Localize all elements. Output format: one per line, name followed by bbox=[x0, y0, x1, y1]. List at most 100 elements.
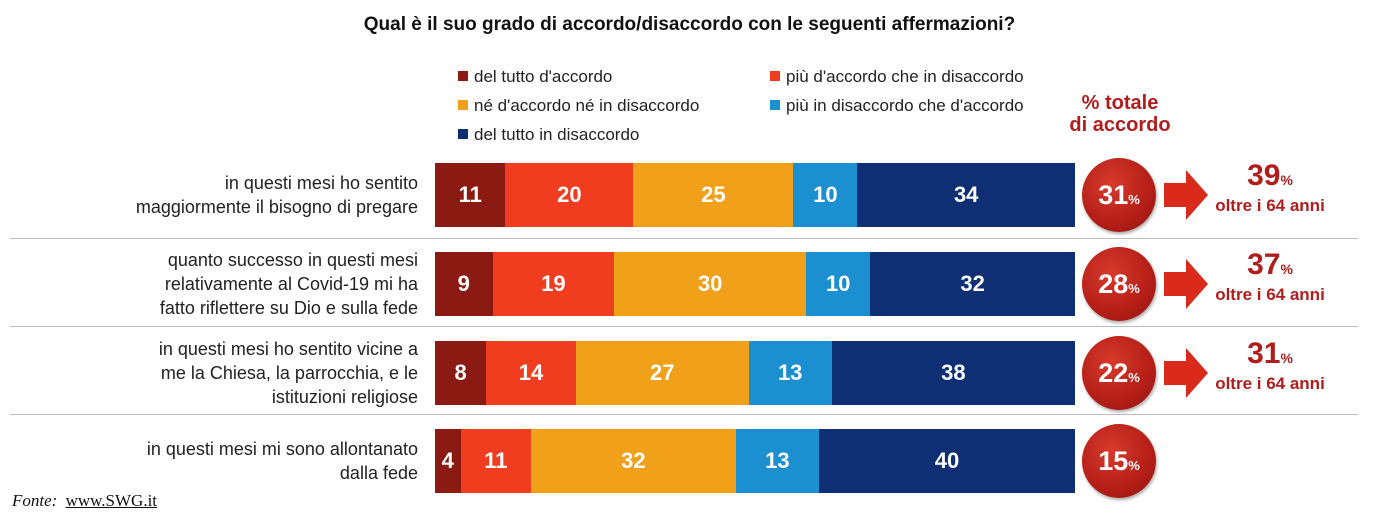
bar-value-label: 13 bbox=[777, 360, 803, 385]
total-agreement-badge: 15% bbox=[1082, 424, 1156, 498]
bar-segment: 20 bbox=[505, 163, 634, 227]
legend-item: del tutto in disaccordo bbox=[458, 124, 639, 146]
bar-value-label: 19 bbox=[541, 271, 566, 296]
legend-label: più d'accordo che in disaccordo bbox=[786, 67, 1024, 86]
category-label-line: in questi mesi ho sentito bbox=[224, 173, 418, 193]
percent-sign: % bbox=[1128, 191, 1140, 207]
legend-label: del tutto d'accordo bbox=[474, 67, 613, 86]
bar-segment: 10 bbox=[793, 163, 858, 227]
over-64-number: 31 bbox=[1247, 337, 1281, 370]
category-label-line: dalla fede bbox=[339, 463, 418, 483]
arrow-right-icon bbox=[1164, 170, 1208, 220]
chart-title: Qual è il suo grado di accordo/disaccord… bbox=[363, 14, 1016, 35]
percent-sign: % bbox=[1128, 280, 1140, 296]
category-label: in questi mesi ho sentito maggiormente il… bbox=[20, 171, 418, 219]
over-64-value: 37% bbox=[1195, 248, 1345, 282]
row-separator bbox=[10, 414, 1358, 415]
bar-segment: 19 bbox=[492, 252, 615, 316]
bar-segment: 27 bbox=[575, 341, 749, 405]
total-agreement-value: 31 bbox=[1098, 179, 1129, 210]
bar-value-label: 4 bbox=[441, 448, 454, 473]
percent-sign: % bbox=[1280, 350, 1293, 366]
total-agreement-value: 22 bbox=[1098, 357, 1129, 388]
over-64-label: oltre i 64 anni bbox=[1215, 285, 1325, 304]
bar-value-label: 40 bbox=[934, 448, 960, 473]
bar-value-label: 30 bbox=[697, 271, 723, 296]
bar-segment: 10 bbox=[806, 252, 871, 316]
total-agreement-header: % totale di accordo bbox=[1050, 92, 1190, 136]
bar-segment: 13 bbox=[748, 341, 832, 405]
over-64-number: 39 bbox=[1247, 159, 1281, 192]
legend-swatch bbox=[458, 100, 468, 110]
arrow-right-icon bbox=[1164, 259, 1208, 309]
legend-label: né d'accordo né in disaccordo bbox=[474, 96, 700, 115]
bar-value-label: 13 bbox=[765, 448, 790, 473]
over-64-value: 31% bbox=[1195, 337, 1345, 371]
category-label-line: maggiormente il bisogno di pregare bbox=[135, 197, 418, 217]
bar-segment: 25 bbox=[633, 163, 794, 227]
bar-value-label: 8 bbox=[454, 360, 467, 385]
percent-sign: % bbox=[1280, 172, 1293, 188]
over-64-label: oltre i 64 anni bbox=[1215, 374, 1325, 393]
legend-item: del tutto d'accordo bbox=[458, 66, 612, 88]
source-label: Fonte: bbox=[12, 491, 58, 510]
bar-value-label: 10 bbox=[813, 182, 838, 207]
bar-value-label: 9 bbox=[457, 271, 470, 296]
category-label-line: relativamente al Covid-19 mi ha bbox=[164, 274, 418, 294]
bar-segment: 8 bbox=[435, 341, 487, 405]
legend-item: più d'accordo che in disaccordo bbox=[770, 66, 1024, 88]
bar-segment: 11 bbox=[460, 429, 531, 493]
bar-value-label: 25 bbox=[701, 182, 726, 207]
over-64-value: 39% bbox=[1195, 159, 1345, 193]
arrow-right-icon bbox=[1164, 348, 1208, 398]
row-separator bbox=[10, 238, 1358, 239]
total-agreement-badge: 22% bbox=[1082, 336, 1156, 410]
source-link[interactable]: www.SWG.it bbox=[65, 491, 158, 510]
bar-value-label: 34 bbox=[953, 182, 979, 207]
legend-item: né d'accordo né in disaccordo bbox=[458, 95, 699, 117]
category-label: in questi mesi ho sentito vicine a me la … bbox=[20, 337, 418, 409]
category-label: quanto successo in questi mesi relativame… bbox=[20, 248, 418, 320]
bar-value-label: 32 bbox=[621, 448, 646, 473]
total-agreement-header-line-1: % totale bbox=[1081, 92, 1159, 114]
legend-swatch bbox=[770, 71, 780, 81]
bar-segment: 9 bbox=[435, 252, 493, 316]
bar-segment: 32 bbox=[870, 252, 1075, 316]
percent-sign: % bbox=[1128, 457, 1140, 473]
bar-segment: 38 bbox=[831, 341, 1075, 405]
bar-value-label: 32 bbox=[960, 271, 985, 296]
bar-value-label: 14 bbox=[518, 360, 544, 385]
bar-segment: 34 bbox=[857, 163, 1075, 227]
bar-segment: 40 bbox=[819, 429, 1075, 493]
over-64-label: oltre i 64 anni bbox=[1215, 196, 1325, 215]
bar-segment: 30 bbox=[614, 252, 807, 316]
bar-value-label: 38 bbox=[941, 360, 966, 385]
percent-sign: % bbox=[1280, 261, 1293, 277]
bar-value-label: 27 bbox=[649, 360, 675, 385]
row-separator bbox=[10, 326, 1358, 327]
category-label: in questi mesi mi sono allontanato dalla … bbox=[20, 437, 418, 485]
total-agreement-badge: 28% bbox=[1082, 247, 1156, 321]
legend-label: più in disaccordo che d'accordo bbox=[786, 96, 1024, 115]
bar-segment: 32 bbox=[531, 429, 736, 493]
category-label-line: quanto successo in questi mesi bbox=[167, 250, 418, 270]
legend-label: del tutto in disaccordo bbox=[474, 125, 640, 144]
bar-value-label: 11 bbox=[484, 448, 508, 473]
category-label-line: me la Chiesa, la parrocchia, e le bbox=[160, 363, 418, 383]
percent-sign: % bbox=[1128, 369, 1140, 385]
total-agreement-value: 28 bbox=[1098, 268, 1129, 299]
category-label-line: in questi mesi mi sono allontanato bbox=[146, 439, 418, 459]
total-agreement-header-line-2: di accordo bbox=[1069, 114, 1171, 136]
total-agreement-value: 15 bbox=[1098, 445, 1129, 476]
category-label-line: fatto riflettere su Dio e sulla fede bbox=[159, 298, 418, 318]
legend-swatch bbox=[458, 129, 468, 139]
bar-value-label: 20 bbox=[557, 182, 582, 207]
bar-value-label: 11 bbox=[458, 182, 482, 207]
category-label-line: in questi mesi ho sentito vicine a bbox=[158, 339, 418, 359]
legend-swatch bbox=[458, 71, 468, 81]
legend-swatch bbox=[770, 100, 780, 110]
legend-item: più in disaccordo che d'accordo bbox=[770, 95, 1024, 117]
bar-segment: 14 bbox=[486, 341, 576, 405]
bar-segment: 13 bbox=[735, 429, 819, 493]
bar-segment: 11 bbox=[435, 163, 506, 227]
